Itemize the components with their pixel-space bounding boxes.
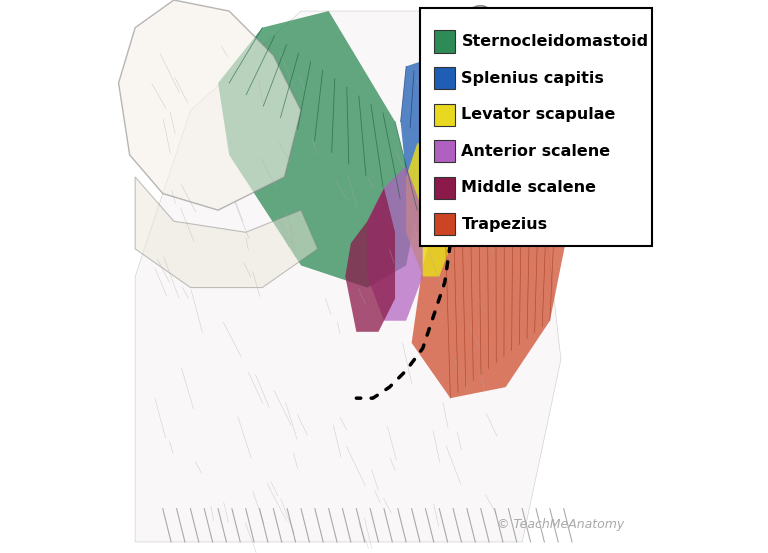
FancyBboxPatch shape (434, 30, 455, 53)
Polygon shape (406, 133, 456, 276)
Polygon shape (218, 11, 417, 288)
Text: Middle scalene: Middle scalene (462, 180, 597, 195)
FancyBboxPatch shape (434, 103, 455, 126)
Polygon shape (367, 166, 422, 321)
Ellipse shape (467, 15, 489, 51)
Text: Sternocleidomastoid: Sternocleidomastoid (462, 34, 648, 49)
FancyBboxPatch shape (434, 67, 455, 89)
Polygon shape (118, 0, 301, 210)
Text: Splenius capitis: Splenius capitis (462, 71, 604, 86)
Polygon shape (346, 188, 395, 332)
FancyBboxPatch shape (434, 213, 455, 236)
Ellipse shape (458, 6, 498, 61)
FancyBboxPatch shape (420, 8, 652, 246)
Text: Anterior scalene: Anterior scalene (462, 144, 611, 159)
Polygon shape (401, 55, 467, 243)
FancyBboxPatch shape (434, 140, 455, 162)
Text: Levator scapulae: Levator scapulae (462, 107, 616, 122)
Polygon shape (135, 177, 318, 288)
Polygon shape (412, 11, 572, 398)
Text: Trapezius: Trapezius (462, 217, 548, 232)
Text: © TeachMe​Anatomy: © TeachMe​Anatomy (498, 518, 624, 531)
Polygon shape (135, 11, 561, 542)
FancyBboxPatch shape (434, 177, 455, 199)
